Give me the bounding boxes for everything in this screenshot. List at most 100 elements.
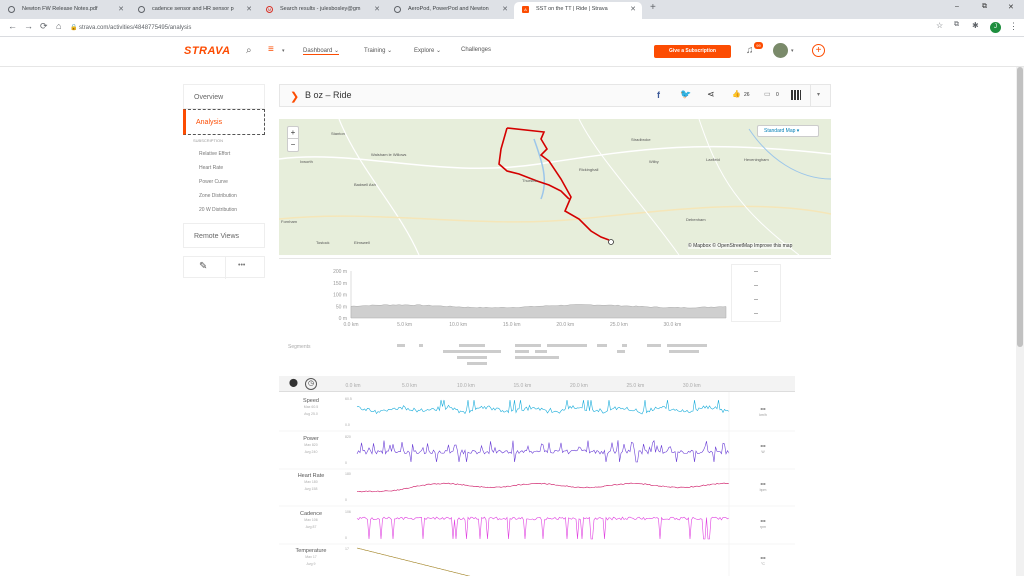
restore-button[interactable]: ⧉ (982, 3, 987, 10)
activity-sidebar: Overview Analysis SUBSCRIPTION Relative … (183, 84, 265, 279)
comment-count: 0 (776, 92, 779, 98)
map-canvas (279, 119, 831, 255)
comment-icon[interactable]: ▭ (764, 91, 771, 98)
more-options-icon[interactable]: ••• (238, 262, 246, 269)
elevation-chart[interactable]: 200 m 150 m 100 m 50 m 0 m0.0 km 5.0 km 10.0 k… (279, 258, 831, 371)
divider (810, 85, 811, 106)
strava-icon: A (522, 6, 529, 13)
page-scrollbar[interactable] (1016, 67, 1024, 576)
add-icon[interactable]: + (812, 44, 825, 57)
nav-challenges[interactable]: Challenges (461, 47, 492, 53)
close-tab-icon[interactable]: ✕ (374, 6, 380, 13)
star-icon[interactable]: ☆ (936, 21, 944, 30)
bell-icon[interactable]: ♫ (746, 45, 754, 56)
sidebar-item-relative-effort[interactable]: Relative Effort (199, 151, 231, 157)
browser-tab[interactable]: Newton FW Release Notes.pdf ✕ (0, 2, 130, 19)
stream-x-tick: 0.0 km (345, 383, 360, 389)
browser-tab[interactable]: cadence sensor and HR sensor p ✕ (130, 2, 258, 19)
twitter-icon[interactable]: 🐦 (680, 89, 692, 99)
sidebar-item-heart-rate[interactable]: Heart Rate (199, 165, 224, 171)
zoom-out-button[interactable]: − (290, 140, 296, 149)
stream-line-heart-rate (356, 482, 730, 493)
kudos-count: 26 (744, 92, 750, 98)
close-tab-icon[interactable]: ✕ (502, 6, 508, 13)
browser-tab-active[interactable]: A SST on the TT | Ride | Strava ✕ (514, 2, 642, 19)
forward-icon[interactable]: → (24, 21, 33, 31)
kudos-icon[interactable]: 👍 (732, 91, 741, 98)
stream-y-tick: 106 (345, 510, 351, 514)
activity-title: B oz – Ride (305, 90, 352, 100)
stream-y-tick: 180 (345, 472, 351, 476)
segments-bars (397, 344, 727, 368)
share-icon[interactable]: ⋖ (707, 89, 715, 99)
browser-tab[interactable]: AeroPod, PowerPod and Newton ✕ (386, 2, 514, 19)
elevation-y-tick: 200 m (333, 269, 347, 275)
stream-x-tick: 25.0 km (626, 383, 644, 389)
nav-dashboard[interactable]: Dashboard ⌄ (303, 48, 340, 55)
zoom-in-button[interactable]: + (288, 127, 298, 139)
map-attribution[interactable]: © Mapbox © OpenStreetMap Improve this ma… (688, 243, 793, 249)
close-window-button[interactable]: ✕ (1008, 4, 1014, 11)
gmail-icon: M (266, 6, 273, 13)
map-style-dropdown[interactable]: Standard Map ▾ (757, 125, 819, 137)
stream-label-cadence: Cadence Max 106 Avg 87 (299, 511, 323, 529)
extension-icon[interactable]: ⧉ (954, 21, 959, 28)
stream-line-temperature (356, 547, 471, 576)
url-input[interactable]: strava.com/activities/4848775495/analysi… (79, 25, 192, 31)
route-map[interactable]: Stanton Walsham le Willows Badwell Ash T… (279, 119, 831, 255)
scrollbar-thumb[interactable] (1017, 67, 1023, 347)
stream-x-tick: 5.0 km (402, 383, 417, 389)
ride-chevron-icon: ❯ (290, 91, 300, 103)
home-icon[interactable]: ⌂ (56, 21, 62, 31)
elevation-y-tick: 150 m (333, 281, 347, 287)
profile-avatar[interactable]: J (990, 22, 1001, 33)
sidebar-item-remote-views[interactable]: Remote Views (183, 223, 265, 248)
stream-label-power: Power Max 820 Avg 240 (303, 436, 319, 454)
tab-title: AeroPod, PowerPod and Newton (408, 6, 489, 12)
avatar[interactable] (773, 43, 788, 58)
sidebar-item-power-curve[interactable]: Power Curve (199, 179, 228, 185)
close-tab-icon[interactable]: ✕ (118, 6, 124, 13)
streams-chart[interactable]: 0.0 km 5.0 km 10.0 km 15.0 km 20.0 km 25.0 km… (279, 376, 795, 576)
analysis-streams: ⬤ ◷ 0.0 km 5.0 km 10.0 km 15.0 km 20.0 km 25.… (279, 376, 795, 576)
clock-icon[interactable]: ◷ (305, 378, 317, 390)
hamburger-icon[interactable]: ≡ (268, 44, 274, 55)
chevron-down-icon[interactable]: ▾ (791, 48, 794, 54)
stream-y-tick: 17 (345, 547, 349, 551)
reload-icon[interactable]: ⟳ (40, 21, 48, 31)
stream-label-temperature: Temperature Max 17 Avg 9 (295, 548, 327, 566)
location-pin-icon[interactable]: ⬤ (289, 378, 298, 387)
elevation-x-tick: 20.0 km (556, 322, 574, 328)
puzzle-icon[interactable]: ✱ (972, 21, 979, 30)
elevation-x-tick: 5.0 km (397, 322, 412, 328)
nav-training[interactable]: Training ⌄ (364, 48, 393, 54)
new-tab-button[interactable]: + (650, 2, 656, 13)
lock-icon: 🔒 (70, 25, 78, 31)
stream-y-tick: 0.0 (345, 423, 350, 427)
minimize-button[interactable]: – (955, 3, 959, 10)
qr-code-icon[interactable] (791, 90, 801, 100)
address-bar: ← → ⟳ ⌂ 🔒 strava.com/activities/48487754… (0, 19, 1024, 37)
back-icon[interactable]: ← (8, 21, 17, 31)
nav-explore[interactable]: Explore ⌄ (414, 48, 442, 54)
stream-y-tick: 820 (345, 435, 351, 439)
actions-dropdown-icon[interactable]: ▾ (817, 92, 821, 98)
divider (279, 258, 831, 259)
sidebar-item-analysis[interactable]: Analysis (183, 109, 265, 135)
browser-tab[interactable]: M Search results - julesbosley@gm ✕ (258, 2, 386, 19)
give-subscription-button[interactable]: Give a Subscription (654, 45, 731, 58)
facebook-icon[interactable]: f (657, 90, 660, 100)
edit-pencil-icon[interactable]: ✎ (199, 261, 208, 272)
subscription-heading: SUBSCRIPTION (193, 138, 224, 143)
sidebar-item-watt-distribution[interactable]: 20 W Distribution (199, 207, 238, 213)
sidebar-item-overview[interactable]: Overview (183, 84, 265, 109)
close-tab-icon[interactable]: ✕ (246, 6, 252, 13)
menu-kebab-icon[interactable]: ⋮ (1009, 21, 1018, 31)
elevation-y-tick: 0 m (339, 316, 347, 322)
browser-tab-bar: Newton FW Release Notes.pdf ✕ cadence se… (0, 0, 1024, 19)
stream-y-tick: 0 (345, 461, 347, 465)
search-icon[interactable]: ⌕ (246, 45, 252, 56)
close-tab-icon[interactable]: ✕ (630, 6, 636, 13)
strava-logo[interactable]: STRAVA (184, 45, 231, 57)
sidebar-item-zone-distribution[interactable]: Zone Distribution (199, 193, 237, 199)
